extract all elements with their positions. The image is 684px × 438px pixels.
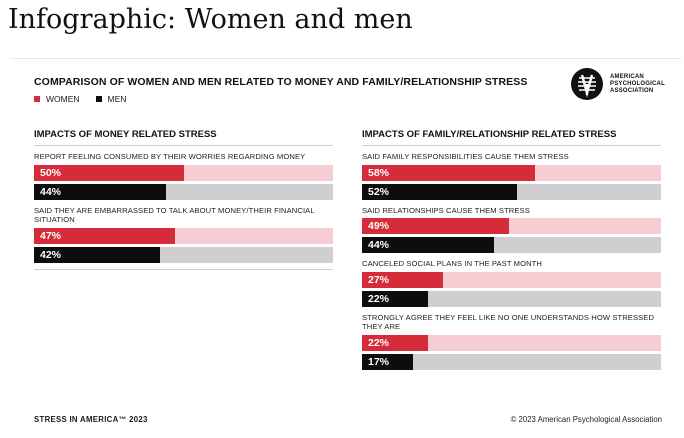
- men-bar-fill: [34, 183, 166, 200]
- men-bar: 52%: [362, 183, 661, 200]
- legend-label-men: MEN: [107, 94, 127, 104]
- women-bar: 22%: [362, 334, 661, 351]
- men-bar-track: [362, 353, 661, 370]
- metric-label: STRONGLY AGREE THEY FEEL LIKE NO ONE UND…: [362, 312, 655, 332]
- women-bar-fill: [34, 164, 184, 181]
- logo-text: AMERICAN PSYCHOLOGICAL ASSOCIATION: [610, 74, 665, 95]
- women-bar-track: [362, 334, 661, 351]
- men-bar-fill: [362, 290, 428, 307]
- men-bar-fill: [34, 246, 160, 263]
- panel-heading: IMPACTS OF FAMILY/RELATIONSHIP RELATED S…: [362, 129, 661, 146]
- logo-line: ASSOCIATION: [610, 87, 654, 94]
- men-value-label: 44%: [40, 185, 62, 198]
- women-value-label: 49%: [368, 220, 390, 232]
- legend-label-women: WOMEN: [46, 94, 80, 104]
- women-bar: 47%: [34, 227, 333, 244]
- women-bar: 50%: [34, 164, 333, 181]
- men-bar: 44%: [362, 237, 661, 253]
- women-value-label: 58%: [368, 166, 390, 179]
- women-bar: 49%: [362, 218, 661, 234]
- women-value-label: 50%: [40, 166, 62, 179]
- metric-label: SAID RELATIONSHIPS CAUSE THEM STRESS: [362, 205, 530, 215]
- metric-group: REPORT FEELING CONSUMED BY THEIR WORRIES…: [34, 152, 333, 200]
- money-stress-panel: IMPACTS OF MONEY RELATED STRESS REPORT FE…: [34, 129, 333, 270]
- men-value-label: 44%: [368, 239, 390, 251]
- men-bar-fill: [362, 237, 494, 253]
- metric-group: SAID RELATIONSHIPS CAUSE THEM STRESS 49% 4…: [362, 205, 661, 253]
- men-value-label: 52%: [368, 185, 390, 198]
- women-bar-fill: [362, 164, 536, 181]
- panel-heading: IMPACTS OF MONEY RELATED STRESS: [34, 129, 333, 146]
- men-bar: 22%: [362, 290, 661, 307]
- men-bar-fill: [362, 183, 518, 200]
- metric-group: CANCELED SOCIAL PLANS IN THE PAST MONTH 2…: [362, 259, 661, 307]
- men-value-label: 42%: [40, 248, 62, 261]
- men-bar-fill: [362, 353, 413, 370]
- legend-swatch-women: [34, 96, 40, 102]
- page-title: Infographic: Women and men: [8, 4, 413, 35]
- women-bar-fill: [362, 218, 509, 234]
- legend-swatch-men: [95, 96, 102, 102]
- metric-label: REPORT FEELING CONSUMED BY THEIR WORRIES…: [34, 152, 306, 161]
- women-value-label: 47%: [40, 229, 62, 242]
- infographic-card: COMPARISON OF WOMEN AND MEN RELATED TO M…: [10, 58, 682, 436]
- men-bar: 42%: [34, 246, 333, 263]
- apa-logo-icon: [571, 68, 603, 100]
- chart-title: COMPARISON OF WOMEN AND MEN RELATED TO M…: [34, 76, 528, 88]
- apa-logo: AMERICAN PSYCHOLOGICAL ASSOCIATION: [570, 67, 665, 101]
- women-bar-fill: [362, 334, 428, 351]
- women-value-label: 27%: [368, 273, 390, 286]
- women-value-label: 22%: [368, 336, 390, 349]
- men-value-label: 17%: [368, 355, 390, 368]
- metric-group: SAID FAMILY RESPONSIBILITIES CAUSE THEM …: [362, 152, 661, 200]
- metric-label: SAID THEY ARE EMBARRASSED TO TALK ABOUT …: [34, 205, 315, 225]
- logo-line: PSYCHOLOGICAL: [610, 80, 665, 87]
- men-bar: 17%: [362, 353, 661, 370]
- women-bar-fill: [362, 271, 443, 288]
- metric-group: STRONGLY AGREE THEY FEEL LIKE NO ONE UND…: [362, 313, 661, 370]
- women-bar-fill: [34, 227, 175, 244]
- women-bar: 27%: [362, 271, 661, 288]
- footer-survey-name: STRESS IN AMERICA™ 2023: [34, 415, 148, 424]
- men-bar-track: [362, 290, 661, 307]
- metric-group: SAID THEY ARE EMBARRASSED TO TALK ABOUT …: [34, 206, 333, 263]
- footer-copyright: © 2023 American Psychological Associatio…: [510, 415, 662, 424]
- panel-end-rule: [34, 268, 333, 270]
- men-bar: 44%: [34, 183, 333, 200]
- logo-line: AMERICAN: [610, 73, 644, 80]
- family-stress-panel: IMPACTS OF FAMILY/RELATIONSHIP RELATED S…: [362, 129, 661, 370]
- women-bar: 58%: [362, 164, 661, 181]
- metric-label: CANCELED SOCIAL PLANS IN THE PAST MONTH: [362, 259, 543, 268]
- legend: WOMEN MEN: [34, 94, 136, 104]
- men-value-label: 22%: [368, 292, 390, 305]
- metric-label: SAID FAMILY RESPONSIBILITIES CAUSE THEM …: [362, 152, 569, 161]
